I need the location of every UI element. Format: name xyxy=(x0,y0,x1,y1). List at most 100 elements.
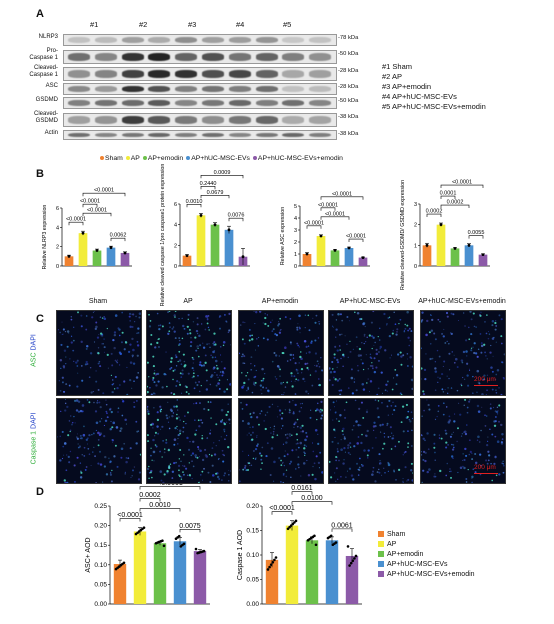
nucleus xyxy=(393,377,395,379)
nucleus xyxy=(316,360,319,363)
positive-signal xyxy=(362,416,365,419)
nucleus xyxy=(269,427,271,429)
nucleus xyxy=(339,414,342,417)
nucleus xyxy=(228,418,231,421)
nucleus xyxy=(295,368,298,371)
scale-bar xyxy=(474,473,498,474)
nucleus xyxy=(173,461,176,465)
nucleus xyxy=(114,359,117,362)
positive-signal xyxy=(201,437,204,440)
positive-signal xyxy=(148,477,150,480)
nucleus xyxy=(480,429,482,432)
positive-signal xyxy=(111,469,113,472)
nucleus xyxy=(446,340,448,342)
nucleus xyxy=(496,369,500,372)
nucleus xyxy=(182,426,185,429)
nucleus xyxy=(434,367,437,370)
nucleus xyxy=(474,452,477,456)
nucleus xyxy=(332,419,334,421)
nucleus xyxy=(181,369,184,372)
nucleus xyxy=(157,324,160,327)
blot-row-label: Pro- Caspase 1 xyxy=(29,48,58,61)
nucleus xyxy=(131,356,134,358)
nucleus xyxy=(198,334,201,338)
micrograph-texture xyxy=(57,310,142,396)
nucleus xyxy=(426,399,428,401)
nucleus xyxy=(463,378,466,380)
panel-label-a: A xyxy=(36,8,44,20)
nucleus xyxy=(80,365,83,367)
nucleus xyxy=(372,425,376,428)
positive-signal xyxy=(397,440,400,443)
p-value-label: 0.0062 xyxy=(110,233,127,239)
nucleus xyxy=(434,451,436,454)
nucleus xyxy=(60,367,62,369)
nucleus xyxy=(74,481,76,483)
nucleus xyxy=(192,440,195,443)
nucleus xyxy=(386,422,389,425)
positive-signal xyxy=(160,408,163,411)
nucleus xyxy=(70,341,73,344)
nucleus xyxy=(501,361,503,363)
blot-band xyxy=(202,37,224,43)
positive-signal xyxy=(99,332,103,335)
positive-signal xyxy=(407,442,410,445)
nucleus xyxy=(328,379,331,382)
nucleus xyxy=(336,349,339,352)
blot-band xyxy=(309,70,332,78)
positive-signal xyxy=(146,434,149,437)
nucleus xyxy=(278,355,280,357)
positive-signal xyxy=(271,436,274,439)
nucleus xyxy=(93,310,95,312)
positive-signal xyxy=(216,367,219,370)
nucleus xyxy=(422,437,425,440)
nucleus xyxy=(255,369,257,372)
nucleus xyxy=(464,432,468,436)
nucleus xyxy=(445,406,448,408)
nucleus xyxy=(500,441,504,444)
nucleus xyxy=(131,475,133,477)
nucleus xyxy=(461,361,464,364)
nucleus xyxy=(73,415,75,418)
nucleus xyxy=(420,434,423,437)
nucleus xyxy=(431,318,434,322)
nucleus xyxy=(180,376,183,378)
nucleus xyxy=(199,449,202,453)
nucleus xyxy=(191,477,193,480)
positive-signal xyxy=(148,313,150,316)
nucleus xyxy=(216,475,220,479)
nucleus xyxy=(111,391,114,394)
nucleus xyxy=(317,363,319,365)
blot-band xyxy=(309,86,332,92)
nucleus xyxy=(445,474,447,477)
positive-signal xyxy=(188,393,190,395)
nucleus xyxy=(296,442,299,445)
positive-signal xyxy=(391,388,394,391)
nucleus xyxy=(436,415,438,418)
micrograph-texture xyxy=(56,398,142,485)
legend-swatch xyxy=(142,156,147,161)
nucleus xyxy=(369,391,371,393)
bar xyxy=(316,236,326,266)
bar xyxy=(330,250,340,266)
nucleus xyxy=(453,420,456,423)
nucleus xyxy=(441,388,444,391)
nucleus xyxy=(489,351,492,354)
nucleus xyxy=(408,327,411,330)
blot-row-label: Cleaved- Caspase 1 xyxy=(29,65,58,78)
data-point xyxy=(81,231,85,235)
nucleus xyxy=(155,374,157,376)
nucleus xyxy=(104,419,108,423)
nucleus xyxy=(195,349,198,352)
nucleus xyxy=(307,474,311,477)
positive-signal xyxy=(406,324,409,327)
nucleus xyxy=(444,429,447,432)
nucleus xyxy=(374,399,377,401)
positive-signal xyxy=(394,368,397,371)
nucleus xyxy=(112,421,116,425)
nucleus xyxy=(280,417,283,420)
nucleus xyxy=(77,446,80,449)
nucleus xyxy=(128,315,131,318)
positive-signal xyxy=(479,314,482,317)
nucleus xyxy=(321,471,324,474)
